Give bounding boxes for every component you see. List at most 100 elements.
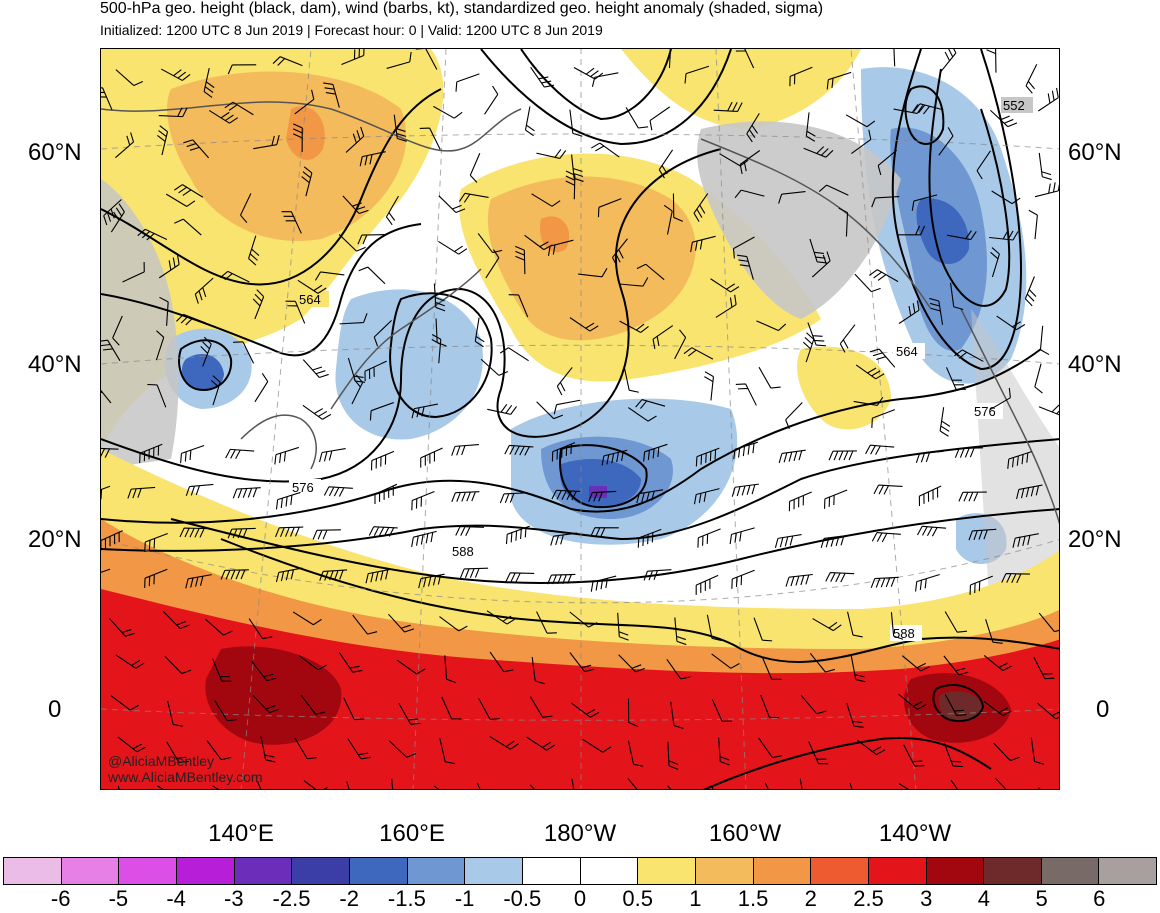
wind-barb [536,401,564,420]
wind-barb [110,695,140,711]
colorbar-tick-label: 6 [1093,886,1106,911]
lat-label-left: 20°N [28,526,82,553]
shade-gray-land-west [101,179,179,469]
wind-barb [556,367,573,396]
anomaly-shading [101,49,1059,789]
colorbar-box [3,857,62,885]
wind-barb [369,402,394,421]
wind-barb [459,567,489,579]
wind-barb [855,364,885,380]
wind-barb [627,698,638,727]
wind-barb [661,49,672,69]
wind-barb [476,783,497,789]
shade-gray-land-alaska [697,121,901,319]
wind-barb [913,103,944,115]
wind-barb [477,233,503,254]
wind-barb [319,569,348,581]
lon-label: 160°E [379,820,445,847]
wind-barb [704,371,714,401]
wind-barb [674,329,687,360]
wind-barb [846,703,864,728]
lon-label: 180°W [543,820,617,847]
wind-barb [871,532,901,543]
wind-barb [989,387,1011,411]
wind-barb [896,225,926,236]
wind-barb [627,740,644,767]
credit-handle: @AliciaMBentley [108,753,215,769]
contour-line [389,292,493,419]
wind-barb [850,655,866,683]
wind-barb [101,87,113,111]
wind-barb [433,105,463,119]
contour-label: 564 [299,292,321,307]
wind-barb [257,781,277,789]
wind-barb [343,697,365,721]
wind-barb [823,489,848,509]
wind-barb [166,741,189,764]
wind-barb [877,149,898,176]
colorbar-box [233,857,293,885]
wind-barb [220,569,249,580]
wind-barb [303,780,332,789]
wind-barb [139,443,163,464]
lon-label: 140°W [878,820,952,847]
wind-barb [734,189,765,199]
chart-title: 500-hPa geo. height (black, dam), wind (… [100,0,824,17]
wind-barb [808,741,829,765]
wind-barb [176,313,207,326]
wind-barb [695,574,719,595]
wind-barb [667,741,679,770]
colorbar-box [118,857,177,885]
wind-barb [618,654,645,673]
wind-barb [968,528,997,541]
wind-barb [731,483,759,497]
lon-label: 140°E [208,820,274,847]
chart-subtitle: Initialized: 1200 UTC 8 Jun 2019 | Forec… [100,22,603,38]
wind-barb [652,325,674,349]
lat-label-left: 40°N [28,351,82,378]
wind-barb [233,341,255,364]
wind-barb [778,449,806,464]
contour-label: 588 [452,544,474,559]
wind-barb [251,661,277,682]
wind-barb [983,655,1012,672]
wind-barb [101,339,121,362]
wind-barb [868,269,899,283]
lat-label-right: 20°N [1068,526,1122,553]
wind-barb [272,56,303,67]
wind-barb [812,618,842,632]
colorbar-tick-label: 2.5 [853,886,884,911]
graticule [101,49,1059,789]
wind-barbs [101,49,1059,789]
wind-barb [993,742,1020,762]
wind-barb [351,374,364,405]
wind-barb [529,784,557,789]
wind-barb [489,736,519,750]
wind-barb [683,347,714,360]
wind-barb [451,444,479,456]
wind-barb [898,783,928,789]
wind-barb [989,230,1019,241]
wind-barb [547,573,576,585]
wind-barb [800,695,827,715]
wind-barb [398,703,421,725]
contour-line [559,444,648,509]
wind-barb [670,701,684,729]
colorbar-box [752,857,812,885]
contour-line [220,538,1059,663]
wind-barb [499,492,528,504]
wind-barb [101,530,123,551]
wind-barb [706,614,722,642]
wind-barb [547,239,574,256]
wind-barb [357,234,386,245]
wind-barb [302,404,332,420]
wind-barb [179,527,209,538]
meridian-line [412,49,447,789]
wind-barb [684,65,710,84]
wind-barb [869,348,896,368]
wind-barb [1025,63,1038,94]
contour-line [480,49,732,146]
wind-barb [950,779,975,789]
anomaly-map: 564 576 588 564 576 588 552 [101,49,1059,789]
wind-barb [345,126,365,153]
